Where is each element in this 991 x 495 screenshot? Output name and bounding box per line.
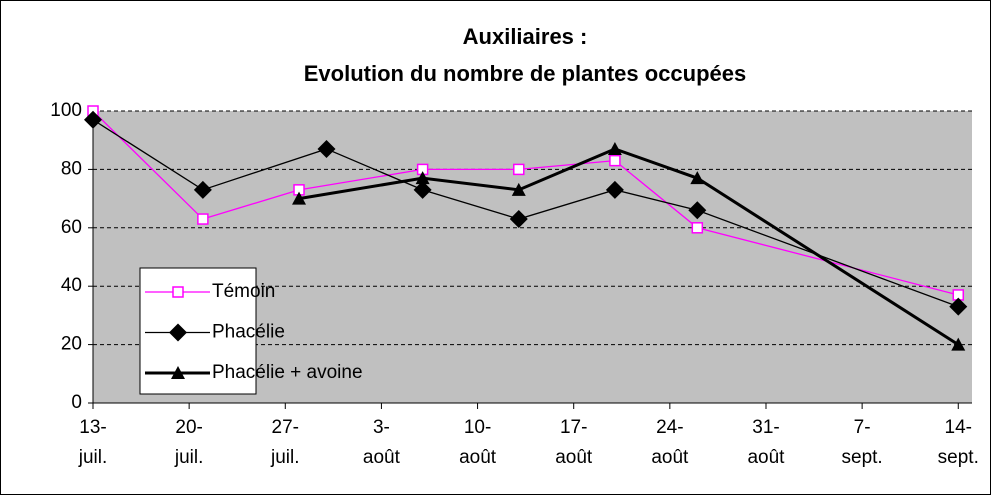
x-tick-label: 20- juil. xyxy=(174,417,204,468)
series-line xyxy=(92,110,959,296)
x-tick-label: 27- juil. xyxy=(271,417,300,468)
marker xyxy=(951,337,966,351)
y-tick-label: 100 xyxy=(50,100,82,121)
marker xyxy=(690,171,705,185)
y-tick-label: 20 xyxy=(61,334,82,355)
marker xyxy=(197,213,209,225)
y-tick-label: 0 xyxy=(71,392,82,413)
chart-subtitle: Evolution du nombre de plantes occupées xyxy=(304,61,747,86)
marker xyxy=(605,180,624,199)
series-line xyxy=(298,147,960,346)
x-tick-label: 13- juil. xyxy=(78,417,108,468)
series-line xyxy=(92,119,959,308)
marker xyxy=(513,163,525,176)
marker xyxy=(317,139,336,158)
x-tick-label: 14- sept. xyxy=(937,417,979,468)
marker xyxy=(193,180,212,199)
marker xyxy=(609,154,621,167)
marker xyxy=(607,141,622,155)
marker xyxy=(172,286,184,298)
y-tick-label: 80 xyxy=(61,158,82,179)
legend-label: Phacélie xyxy=(212,322,285,343)
x-tick-label: 31- août xyxy=(747,417,785,468)
x-tick-label: 3- août xyxy=(362,417,400,468)
marker xyxy=(415,171,430,185)
marker xyxy=(171,366,185,379)
x-tick-label: 7- sept. xyxy=(841,417,883,468)
legend-label: Témoin xyxy=(212,281,275,302)
marker xyxy=(688,201,707,220)
marker xyxy=(413,180,432,199)
x-tick-label: 10- août xyxy=(459,417,497,468)
marker xyxy=(511,182,526,196)
marker xyxy=(292,191,307,205)
marker xyxy=(509,210,528,229)
x-tick-label: 24- août xyxy=(651,417,689,468)
marker xyxy=(169,323,187,342)
chart-title: Auxiliaires : xyxy=(463,24,588,49)
legend-label: Phacélie + avoine xyxy=(212,362,363,383)
marker xyxy=(84,110,102,129)
y-tick-label: 60 xyxy=(61,217,82,238)
y-tick-label: 40 xyxy=(61,275,82,296)
marker xyxy=(949,297,968,316)
x-tick-label: 17- août xyxy=(555,417,593,468)
marker xyxy=(691,222,704,234)
